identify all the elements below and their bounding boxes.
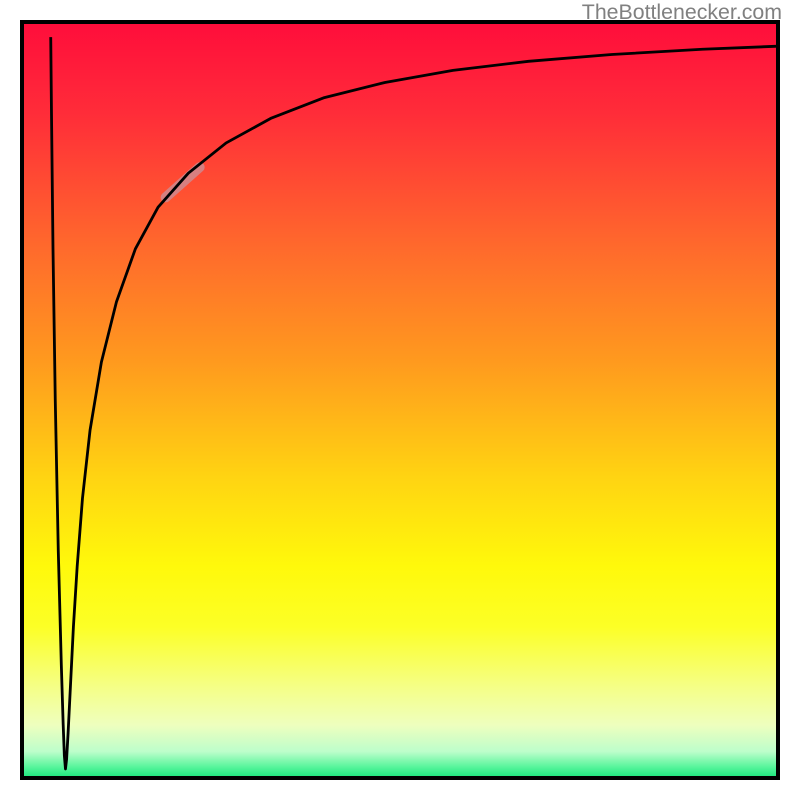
bottleneck-chart: TheBottlenecker.com bbox=[0, 0, 800, 800]
watermark-text: TheBottlenecker.com bbox=[582, 0, 782, 25]
chart-background bbox=[22, 22, 778, 778]
chart-svg bbox=[0, 0, 800, 800]
